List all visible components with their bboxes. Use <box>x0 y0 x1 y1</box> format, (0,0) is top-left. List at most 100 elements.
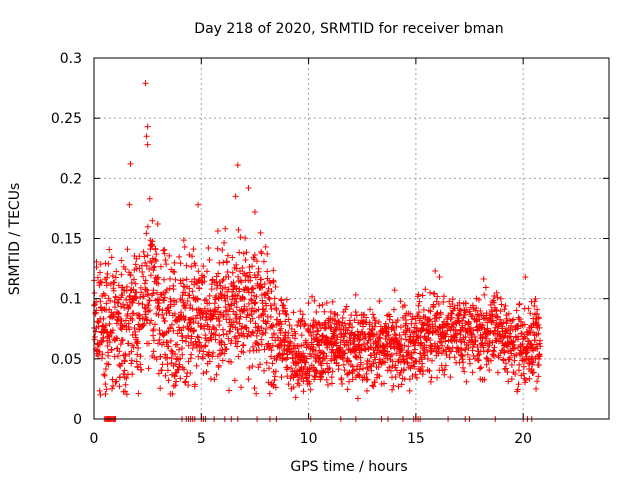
data-point <box>153 289 160 296</box>
data-point <box>109 273 116 280</box>
data-point <box>104 337 111 344</box>
data-point <box>242 235 249 242</box>
data-point <box>500 333 507 340</box>
data-point <box>312 374 319 381</box>
data-point <box>272 284 279 291</box>
data-point <box>100 315 107 322</box>
data-point <box>142 259 149 266</box>
plot-frame <box>93 57 610 420</box>
data-point <box>327 338 334 345</box>
data-point <box>203 296 210 303</box>
data-point <box>111 279 118 286</box>
data-point <box>520 363 527 370</box>
data-point <box>278 297 285 304</box>
data-point <box>349 376 356 383</box>
data-point <box>116 361 123 368</box>
data-point <box>219 357 226 364</box>
data-point <box>144 123 151 130</box>
data-point <box>105 332 112 339</box>
data-point <box>315 327 322 334</box>
data-point <box>218 294 225 301</box>
data-point <box>135 390 142 397</box>
data-point <box>265 294 272 301</box>
data-point <box>440 293 447 300</box>
data-point <box>292 394 299 401</box>
data-point <box>510 338 517 345</box>
data-point <box>118 257 125 264</box>
data-point <box>223 259 230 266</box>
data-point <box>388 351 395 358</box>
data-point <box>127 272 134 279</box>
x-tick-label: 0 <box>90 431 99 447</box>
data-point <box>153 356 160 363</box>
data-point <box>492 324 499 331</box>
data-point <box>354 395 361 402</box>
data-point <box>448 310 455 317</box>
data-point <box>145 302 152 309</box>
data-point <box>306 380 313 387</box>
data-point <box>502 328 509 335</box>
data-point <box>295 360 302 367</box>
data-point <box>268 288 275 295</box>
data-point <box>137 294 144 301</box>
data-point <box>125 340 132 347</box>
data-point <box>224 269 231 276</box>
data-point <box>528 353 535 360</box>
data-point <box>526 360 533 367</box>
data-point <box>215 315 222 322</box>
data-point <box>257 283 264 290</box>
data-point <box>170 268 177 275</box>
data-point <box>179 297 186 304</box>
data-point <box>301 321 308 328</box>
data-point <box>402 331 409 338</box>
data-point <box>161 317 168 324</box>
data-point <box>175 346 182 353</box>
data-point <box>489 312 496 319</box>
data-point <box>363 376 370 383</box>
data-point <box>462 300 469 307</box>
data-point <box>101 372 108 379</box>
data-point <box>537 343 544 350</box>
data-point <box>195 320 202 327</box>
data-point <box>373 331 380 338</box>
data-point <box>534 306 541 313</box>
data-point <box>181 379 188 386</box>
data-point <box>102 390 109 397</box>
data-point <box>122 352 129 359</box>
data-point <box>234 343 241 350</box>
data-point <box>416 298 423 305</box>
data-point <box>403 320 410 327</box>
data-point <box>195 334 202 341</box>
data-point <box>149 238 156 245</box>
data-point <box>409 354 416 361</box>
data-point <box>128 280 135 287</box>
data-point <box>272 368 279 375</box>
data-point <box>268 323 275 330</box>
data-point <box>110 382 117 389</box>
data-point <box>352 291 359 298</box>
data-point <box>269 342 276 349</box>
data-point <box>249 315 256 322</box>
data-point <box>497 295 504 302</box>
data-point <box>456 359 463 366</box>
data-point <box>474 311 481 318</box>
data-point <box>341 350 348 357</box>
data-point <box>172 382 179 389</box>
data-point <box>206 326 213 333</box>
data-point <box>152 245 159 252</box>
data-point <box>274 316 281 323</box>
data-point <box>310 343 317 350</box>
data-point <box>97 391 104 398</box>
data-point <box>535 321 542 328</box>
data-point <box>232 311 239 318</box>
data-point <box>194 296 201 303</box>
data-point <box>290 309 297 316</box>
data-point <box>119 292 126 299</box>
data-point <box>313 308 320 315</box>
data-point <box>516 361 523 368</box>
data-point <box>201 297 208 304</box>
data-point <box>228 337 235 344</box>
data-point <box>197 323 204 330</box>
data-point <box>264 250 271 257</box>
data-point <box>119 336 126 343</box>
